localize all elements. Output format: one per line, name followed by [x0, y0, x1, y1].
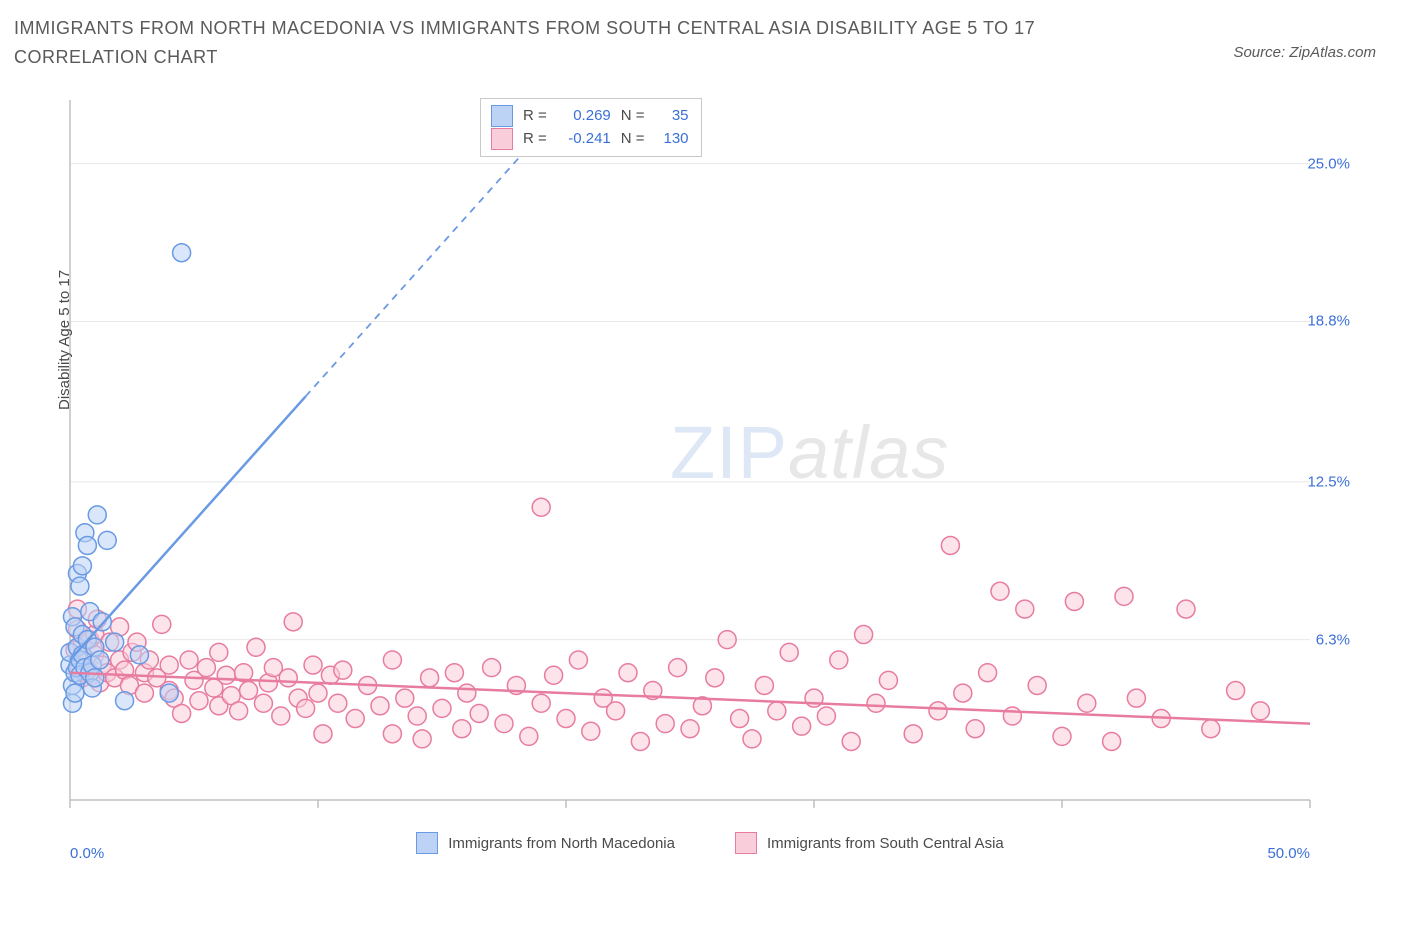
chart-title: IMMIGRANTS FROM NORTH MACEDONIA VS IMMIG…	[14, 14, 1114, 72]
legend-swatch	[735, 832, 757, 854]
legend-item: Immigrants from North Macedonia	[416, 832, 675, 854]
x-tick-label: 50.0%	[1267, 845, 1310, 862]
legend-label: Immigrants from South Central Asia	[767, 835, 1004, 852]
legend-item: Immigrants from South Central Asia	[735, 832, 1004, 854]
n-label: N =	[621, 128, 645, 151]
y-tick-label: 6.3%	[1316, 631, 1350, 648]
scatter-chart	[50, 90, 1370, 860]
y-tick-label: 25.0%	[1307, 155, 1350, 172]
r-value: -0.241	[557, 128, 611, 151]
legend: Immigrants from North Macedonia Immigrant…	[50, 832, 1370, 854]
legend-label: Immigrants from North Macedonia	[448, 835, 675, 852]
n-value: 35	[655, 105, 689, 128]
y-tick-label: 12.5%	[1307, 473, 1350, 490]
y-axis-label: Disability Age 5 to 17	[56, 270, 73, 410]
x-tick-label: 0.0%	[70, 845, 104, 862]
legend-swatch	[416, 832, 438, 854]
r-label: R =	[523, 105, 547, 128]
correlation-stats-box: R = 0.269 N = 35 R = -0.241 N = 130	[480, 98, 702, 157]
stats-row: R = 0.269 N = 35	[491, 105, 689, 128]
plot-area: Disability Age 5 to 17 ZIPatlas R =0.269…	[50, 90, 1370, 860]
y-tick-label: 18.8%	[1307, 313, 1350, 330]
source-attribution: Source: ZipAtlas.com	[1233, 44, 1376, 61]
n-value: 130	[655, 128, 689, 151]
n-label: N =	[621, 105, 645, 128]
series-swatch	[491, 128, 513, 150]
r-label: R =	[523, 128, 547, 151]
r-value: 0.269	[557, 105, 611, 128]
series-swatch	[491, 105, 513, 127]
stats-row: R = -0.241 N = 130	[491, 128, 689, 151]
